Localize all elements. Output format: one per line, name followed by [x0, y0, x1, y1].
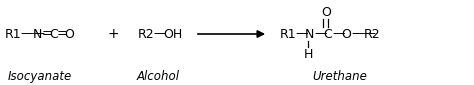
Text: O: O: [321, 6, 331, 19]
Text: O: O: [341, 28, 351, 40]
Text: R2: R2: [364, 28, 381, 40]
Text: R2: R2: [138, 28, 155, 40]
Text: —: —: [153, 28, 165, 40]
Text: =: =: [42, 28, 53, 40]
Text: —: —: [295, 28, 308, 40]
Text: O: O: [64, 28, 74, 40]
Text: +: +: [107, 27, 119, 41]
Text: —: —: [332, 28, 345, 40]
Text: C: C: [49, 28, 58, 40]
Text: Urethane: Urethane: [312, 70, 367, 83]
Text: =: =: [57, 28, 68, 40]
Text: ——: ——: [20, 28, 45, 40]
Text: ——: ——: [351, 28, 376, 40]
Text: Isocyanate: Isocyanate: [8, 70, 72, 83]
Text: Alcohol: Alcohol: [137, 70, 180, 83]
Text: H: H: [303, 48, 313, 61]
Text: R1: R1: [5, 28, 22, 40]
Text: R1: R1: [280, 28, 297, 40]
Text: N: N: [305, 28, 314, 40]
Text: C: C: [323, 28, 332, 40]
Text: N: N: [33, 28, 42, 40]
Text: —: —: [314, 28, 327, 40]
Text: OH: OH: [163, 28, 182, 40]
